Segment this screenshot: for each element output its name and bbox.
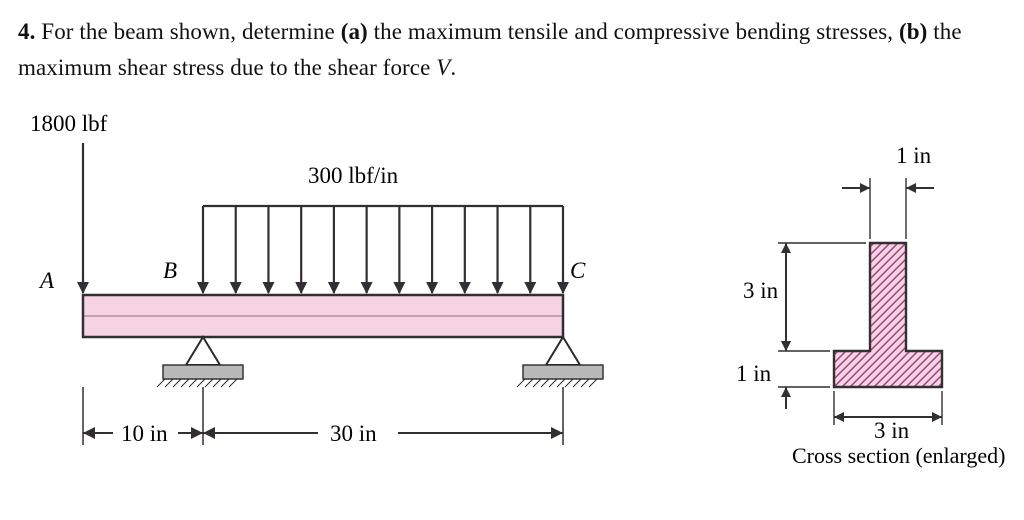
label-A: A (40, 268, 54, 294)
shear-symbol: V (436, 55, 450, 80)
problem-statement: 4. For the beam shown, determine (a) the… (18, 14, 1006, 85)
label-C: C (570, 258, 585, 284)
cross-section-diagram (678, 103, 1018, 473)
part-b-label: (b) (899, 19, 927, 44)
flange-width-label: 3 in (874, 418, 909, 444)
web-thickness-label: 1 in (896, 143, 931, 169)
overhang-dim: 10 in (121, 421, 168, 447)
beam-diagram (18, 103, 638, 473)
point-load-label: 1800 lbf (30, 111, 107, 137)
period: . (450, 55, 456, 80)
problem-number: 4. (18, 19, 35, 44)
dist-load-label: 300 lbf/in (308, 163, 398, 189)
span-dim: 30 in (330, 421, 377, 447)
problem-text-2: the maximum tensile and compressive bend… (368, 19, 899, 44)
section-caption: Cross section (enlarged) (792, 443, 1005, 469)
problem-text-1: For the beam shown, determine (35, 19, 340, 44)
label-B: B (163, 258, 177, 284)
flange-thickness-label: 1 in (736, 361, 771, 387)
figure-area: 1800 lbf 300 lbf/in A B C 10 in 30 in 1 … (18, 103, 1006, 483)
web-height-label: 3 in (743, 278, 778, 304)
part-a-label: (a) (341, 19, 368, 44)
